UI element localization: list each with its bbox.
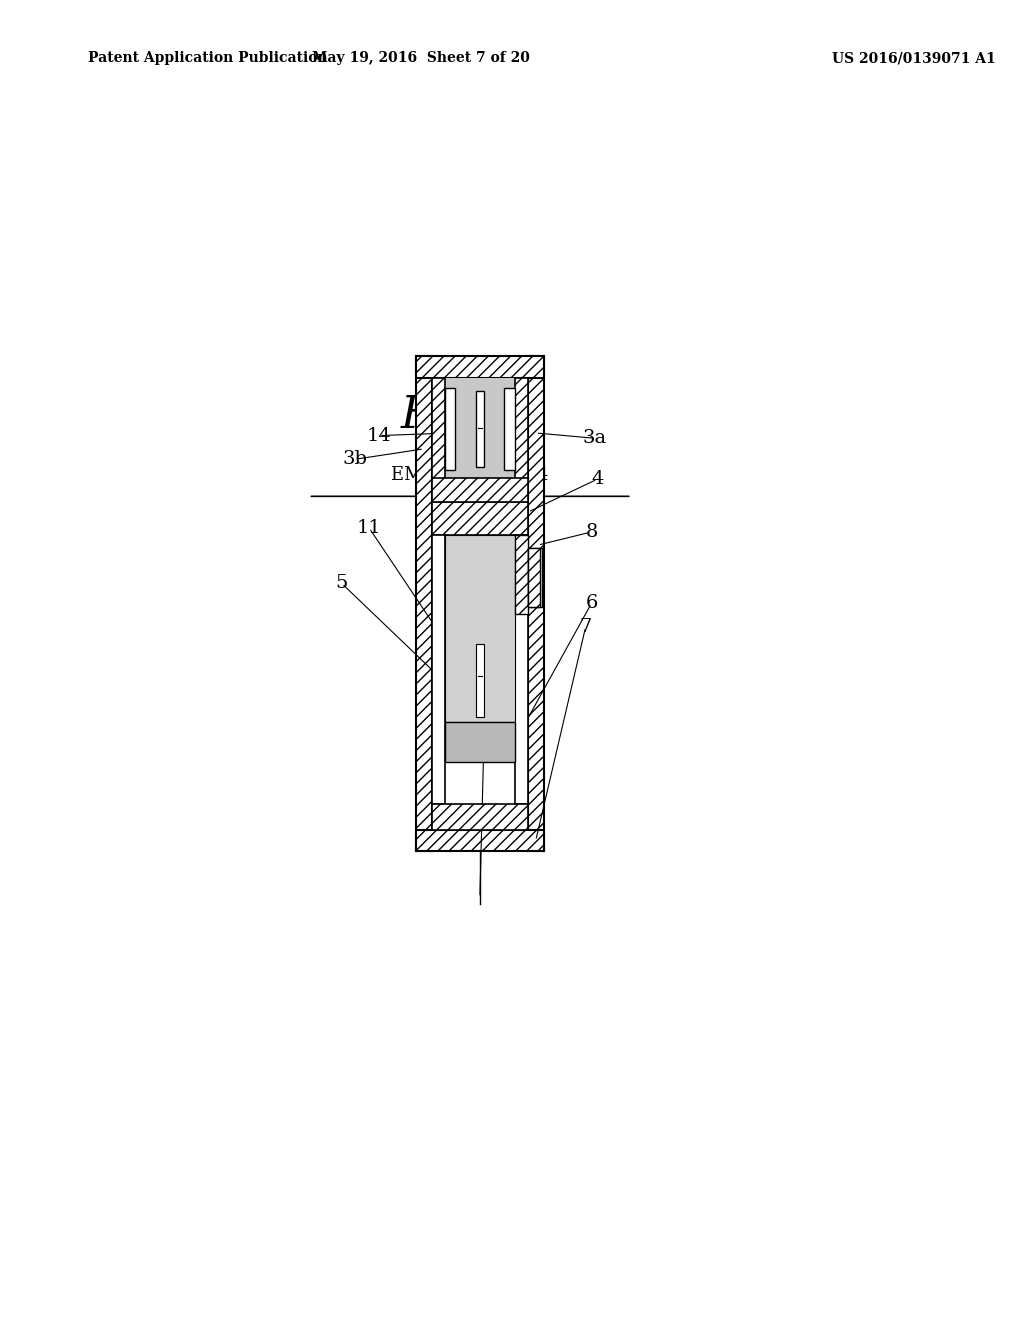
Text: 6: 6 (586, 594, 598, 612)
Bar (416, 356, 544, 378)
Text: 10: 10 (473, 661, 498, 680)
Bar (432, 502, 527, 535)
Bar (444, 535, 515, 722)
Bar (444, 722, 515, 762)
Text: Patent Application Publication: Patent Application Publication (88, 51, 328, 65)
Text: FIG. 7: FIG. 7 (400, 395, 540, 437)
Bar (527, 548, 540, 607)
Bar (432, 478, 527, 502)
Bar (527, 548, 542, 607)
Bar (432, 535, 527, 804)
Bar (515, 535, 527, 614)
Text: 14: 14 (367, 426, 391, 445)
Bar (444, 388, 456, 470)
Bar (476, 391, 483, 467)
Bar (416, 356, 432, 851)
Text: 5: 5 (336, 574, 348, 593)
Text: 3b: 3b (342, 450, 367, 469)
Bar (416, 830, 544, 851)
Text: 3a: 3a (583, 429, 606, 447)
Bar (515, 378, 527, 502)
Text: May 19, 2016  Sheet 7 of 20: May 19, 2016 Sheet 7 of 20 (312, 51, 530, 65)
Text: 4: 4 (591, 470, 603, 488)
Bar (515, 535, 527, 804)
Bar (444, 378, 515, 478)
Text: 11: 11 (356, 519, 382, 537)
Bar (432, 378, 444, 502)
Bar (432, 535, 444, 804)
Bar (527, 356, 544, 851)
Bar (505, 388, 515, 470)
Text: 7: 7 (580, 618, 592, 636)
Text: US 2016/0139071 A1: US 2016/0139071 A1 (833, 51, 996, 65)
Text: 8: 8 (586, 523, 598, 541)
Text: EMBODIMENT 4: EMBODIMENT 4 (391, 466, 549, 484)
Bar (476, 644, 483, 717)
Bar (432, 804, 527, 830)
